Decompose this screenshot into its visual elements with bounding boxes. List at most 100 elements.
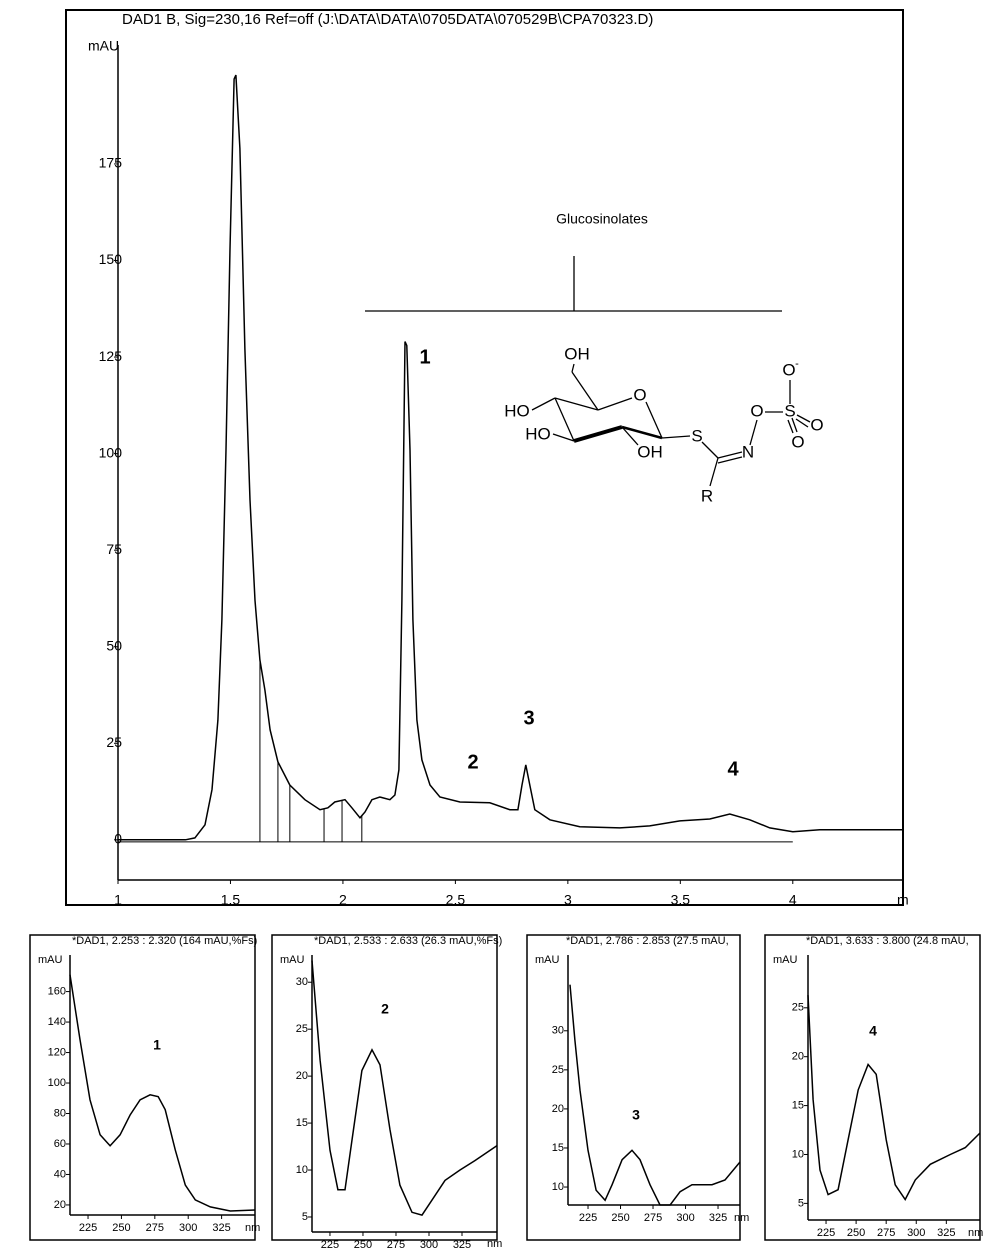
y-tick-label: 25 <box>552 1064 564 1076</box>
annotation: 1 <box>419 346 430 368</box>
annotation: 4 <box>727 758 739 780</box>
x-axis-label: m <box>897 892 909 908</box>
x-tick-label: 325 <box>212 1222 230 1234</box>
y-tick-label: 20 <box>54 1199 66 1211</box>
y-axis-label: mAU <box>535 954 560 966</box>
x-tick-label: 225 <box>321 1239 339 1251</box>
frame <box>65 9 904 906</box>
trace <box>311 960 498 1216</box>
structure-label: N <box>742 442 754 461</box>
x-tick-label: 250 <box>112 1222 130 1234</box>
y-tick-label: 25 <box>106 734 122 750</box>
x-tick-label: 250 <box>611 1212 629 1224</box>
structure-label: S <box>691 426 702 445</box>
annotation: 1 <box>153 1037 161 1053</box>
chart-title: *DAD1, 2.253 : 2.320 (164 mAU,%Fs) <box>72 935 257 947</box>
chart-title: *DAD1, 3.633 : 3.800 (24.8 mAU, <box>806 935 969 947</box>
y-tick-label: 150 <box>99 251 123 267</box>
chart-panel: DAD1 B, Sig=230,16 Ref=off (J:\DATA\DATA… <box>65 9 909 908</box>
frame <box>271 934 498 1241</box>
y-tick-label: 175 <box>99 155 123 171</box>
y-axis-label: mAU <box>88 38 119 54</box>
structure-label: O <box>810 415 823 434</box>
y-tick-label: 40 <box>54 1168 66 1180</box>
trace <box>118 74 903 841</box>
chart-panel: *DAD1, 3.633 : 3.800 (24.8 mAU, mAU nm 5 10 1… <box>764 934 983 1241</box>
y-tick-label: 160 <box>48 985 66 997</box>
y-tick-label: 80 <box>54 1107 66 1119</box>
structure-label: - <box>795 358 799 370</box>
structure-label: O <box>633 385 646 404</box>
x-tick-label: 275 <box>644 1212 662 1224</box>
x-tick-label: 325 <box>709 1212 727 1224</box>
chart-title: DAD1 B, Sig=230,16 Ref=off (J:\DATA\DATA… <box>122 11 653 28</box>
chart-panel: *DAD1, 2.253 : 2.320 (164 mAU,%Fs) mAU nm 2… <box>29 934 260 1241</box>
y-axis-label: mAU <box>280 954 305 966</box>
x-tick-label: 275 <box>877 1227 895 1239</box>
structure-label: O <box>791 432 804 451</box>
chart-title: *DAD1, 2.533 : 2.633 (26.3 mAU,%Fs) <box>314 935 502 947</box>
y-tick-label: 100 <box>99 444 123 460</box>
x-tick-label: 275 <box>146 1222 164 1234</box>
y-tick-label: 0 <box>114 831 122 847</box>
trace <box>807 995 981 1201</box>
y-tick-label: 5 <box>798 1197 804 1209</box>
structure-bonds <box>531 363 811 487</box>
x-tick-label: 225 <box>579 1212 597 1224</box>
structure-label: S <box>784 401 795 420</box>
y-tick-label: 15 <box>296 1117 308 1129</box>
x-tick-label: 325 <box>937 1227 955 1239</box>
x-tick-label: 3 <box>564 892 572 908</box>
x-tick-label: 225 <box>79 1222 97 1234</box>
x-tick-label: 3.5 <box>671 892 691 908</box>
x-axis-label: nm <box>968 1227 983 1239</box>
y-tick-label: 25 <box>296 1023 308 1035</box>
chart-panel: *DAD1, 2.786 : 2.853 (27.5 mAU, mAU nm 10 15… <box>526 934 749 1241</box>
structure-label: O <box>750 401 763 420</box>
annotation: 2 <box>381 1001 389 1017</box>
y-tick-label: 15 <box>792 1099 804 1111</box>
frame <box>764 934 981 1241</box>
annotation: 4 <box>869 1023 877 1039</box>
x-tick-label: 2.5 <box>446 892 466 908</box>
x-tick-label: 300 <box>179 1222 197 1234</box>
y-tick-label: 10 <box>792 1148 804 1160</box>
x-tick-label: 225 <box>817 1227 835 1239</box>
x-tick-label: 300 <box>420 1239 438 1251</box>
structure-label: OH <box>564 344 590 363</box>
x-tick-label: 300 <box>676 1212 694 1224</box>
x-tick-label: 250 <box>847 1227 865 1239</box>
frame <box>29 934 256 1241</box>
chart-panel: *DAD1, 2.533 : 2.633 (26.3 mAU,%Fs) mAU nm… <box>271 934 502 1251</box>
x-tick-label: 4 <box>789 892 797 908</box>
y-tick-label: 15 <box>552 1142 564 1154</box>
structure-label: O <box>782 360 795 379</box>
annotation: Glucosinolates <box>556 211 648 227</box>
annotation: 3 <box>523 707 534 729</box>
trace <box>69 974 256 1212</box>
y-tick-label: 50 <box>106 637 122 653</box>
y-tick-label: 10 <box>296 1164 308 1176</box>
annotation: 3 <box>632 1107 640 1123</box>
y-tick-label: 10 <box>552 1181 564 1193</box>
y-tick-label: 100 <box>48 1077 66 1089</box>
y-axis-label: mAU <box>38 954 63 966</box>
structure-label: HO <box>504 401 530 420</box>
annotation: 2 <box>467 751 478 773</box>
x-tick-label: 300 <box>907 1227 925 1239</box>
x-axis-label: nm <box>245 1222 260 1234</box>
y-tick-label: 30 <box>296 976 308 988</box>
chart-title: *DAD1, 2.786 : 2.853 (27.5 mAU, <box>566 935 729 947</box>
y-tick-label: 75 <box>106 541 122 557</box>
y-tick-label: 5 <box>302 1211 308 1223</box>
y-tick-label: 60 <box>54 1138 66 1150</box>
x-tick-label: 2 <box>339 892 347 908</box>
x-axis-label: nm <box>734 1212 749 1224</box>
x-tick-label: 1 <box>114 892 122 908</box>
y-tick-label: 25 <box>792 1002 804 1014</box>
frame <box>526 934 741 1241</box>
x-axis-label: nm <box>487 1238 502 1250</box>
y-tick-label: 140 <box>48 1016 66 1028</box>
y-tick-label: 120 <box>48 1046 66 1058</box>
y-tick-label: 125 <box>99 348 123 364</box>
